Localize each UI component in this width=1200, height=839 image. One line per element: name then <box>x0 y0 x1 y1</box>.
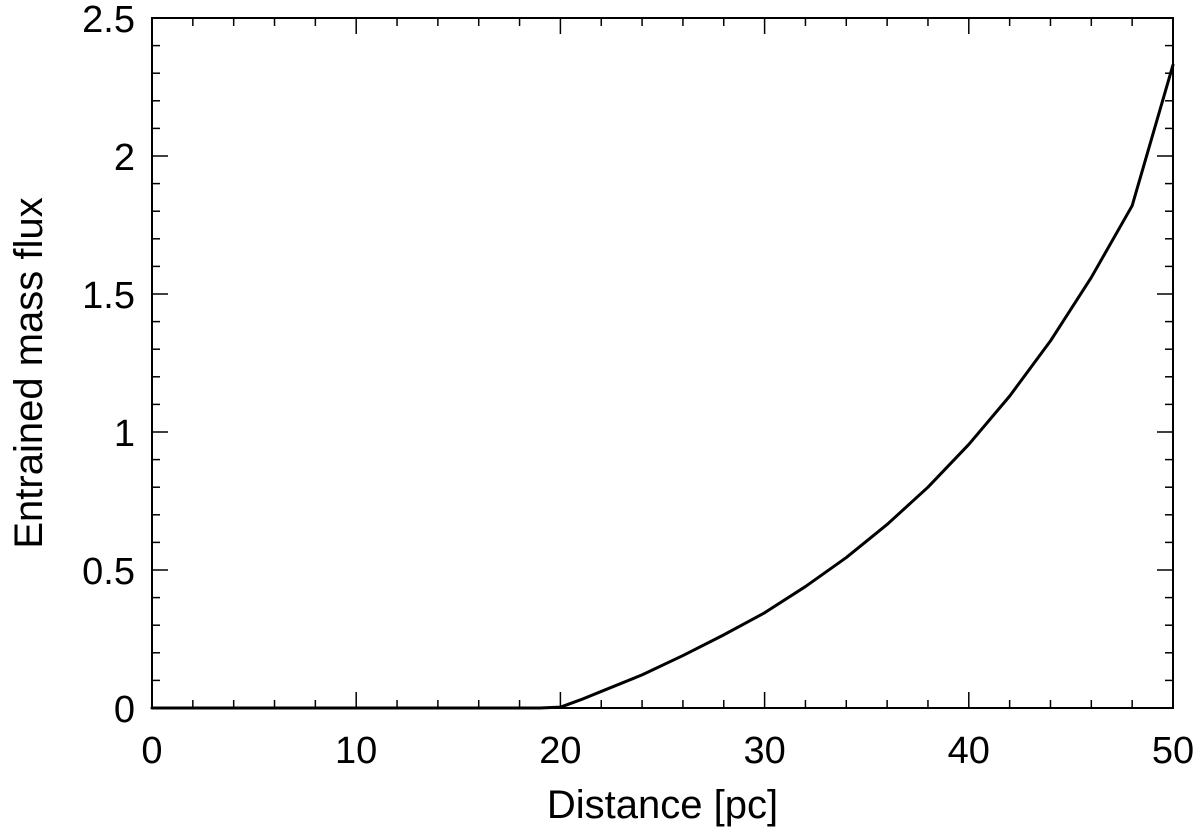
x-tick-label: 20 <box>539 730 581 772</box>
series-line <box>150 63 1175 710</box>
tick-labels: 0 10 20 30 40 50 0 0.5 1 1.5 2 2.5 <box>82 0 1194 772</box>
y-tick-label: 2 <box>114 137 135 179</box>
y-tick-label: 0.5 <box>82 551 135 593</box>
x-tick-label: 30 <box>743 730 785 772</box>
y-tick-label: 1 <box>114 413 135 455</box>
plot-frame <box>151 17 1174 709</box>
axis-ticks <box>151 17 1174 709</box>
y-tick-label: 2.5 <box>82 0 135 41</box>
x-tick-label: 0 <box>141 730 162 772</box>
y-axis-title: Entrained mass flux <box>7 197 51 548</box>
x-axis-title: Distance [pc] <box>547 783 778 827</box>
y-tick-label: 0 <box>114 689 135 731</box>
x-tick-label: 40 <box>948 730 990 772</box>
x-tick-label: 10 <box>335 730 377 772</box>
y-tick-label: 1.5 <box>82 275 135 317</box>
x-tick-label: 50 <box>1152 730 1194 772</box>
